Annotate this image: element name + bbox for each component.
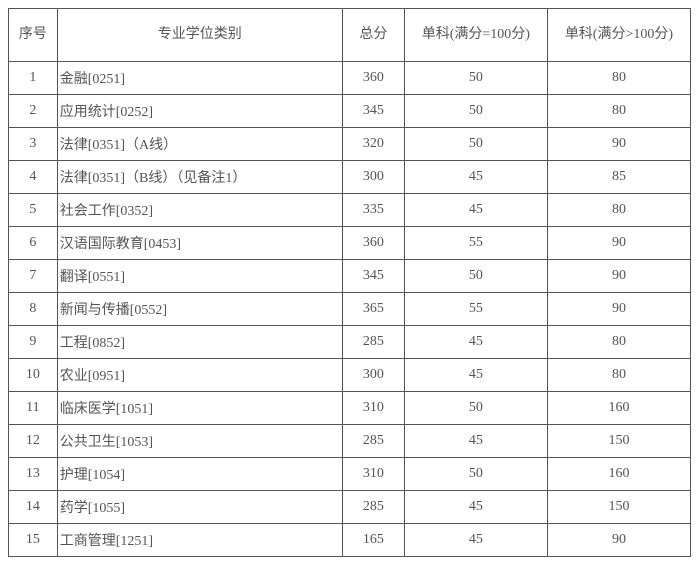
cell-s2: 90 (547, 227, 690, 260)
cell-s2: 80 (547, 62, 690, 95)
table-body: 1金融[0251]36050802应用统计[0252]34550803法律[03… (9, 62, 691, 557)
table-row: 15工商管理[1251]1654590 (9, 524, 691, 557)
cell-name: 金融[0251] (57, 62, 342, 95)
table-row: 11临床医学[1051]31050160 (9, 392, 691, 425)
cell-s1: 50 (404, 95, 547, 128)
cell-s1: 55 (404, 227, 547, 260)
cell-total: 345 (342, 95, 404, 128)
cell-idx: 1 (9, 62, 58, 95)
table-row: 8新闻与传播[0552]3655590 (9, 293, 691, 326)
cell-s1: 45 (404, 425, 547, 458)
cell-s2: 90 (547, 524, 690, 557)
cell-idx: 14 (9, 491, 58, 524)
table-row: 9工程[0852]2854580 (9, 326, 691, 359)
cell-s1: 45 (404, 359, 547, 392)
table-row: 14药学[1055]28545150 (9, 491, 691, 524)
cell-idx: 2 (9, 95, 58, 128)
cell-idx: 10 (9, 359, 58, 392)
cell-s1: 55 (404, 293, 547, 326)
cell-s2: 85 (547, 161, 690, 194)
table-row: 2应用统计[0252]3455080 (9, 95, 691, 128)
cell-s1: 45 (404, 524, 547, 557)
cell-name: 药学[1055] (57, 491, 342, 524)
cell-name: 临床医学[1051] (57, 392, 342, 425)
cell-total: 360 (342, 227, 404, 260)
cell-name: 汉语国际教育[0453] (57, 227, 342, 260)
cell-total: 335 (342, 194, 404, 227)
cell-idx: 13 (9, 458, 58, 491)
cell-s2: 80 (547, 194, 690, 227)
cell-s1: 45 (404, 194, 547, 227)
header-s1: 单科(满分=100分) (404, 9, 547, 62)
cell-total: 300 (342, 359, 404, 392)
cell-s1: 45 (404, 491, 547, 524)
cell-name: 护理[1054] (57, 458, 342, 491)
cell-s1: 45 (404, 326, 547, 359)
header-total: 总分 (342, 9, 404, 62)
cell-total: 345 (342, 260, 404, 293)
cell-name: 工商管理[1251] (57, 524, 342, 557)
cell-s2: 150 (547, 425, 690, 458)
cell-total: 320 (342, 128, 404, 161)
table-row: 7翻译[0551]3455090 (9, 260, 691, 293)
table-row: 13护理[1054]31050160 (9, 458, 691, 491)
cell-s1: 45 (404, 161, 547, 194)
table-row: 1金融[0251]3605080 (9, 62, 691, 95)
table-row: 5社会工作[0352]3354580 (9, 194, 691, 227)
cell-name: 农业[0951] (57, 359, 342, 392)
cell-s1: 50 (404, 128, 547, 161)
header-s2: 单科(满分>100分) (547, 9, 690, 62)
cell-idx: 3 (9, 128, 58, 161)
cell-idx: 11 (9, 392, 58, 425)
score-table: 序号 专业学位类别 总分 单科(满分=100分) 单科(满分>100分) 1金融… (8, 8, 691, 557)
cell-total: 310 (342, 458, 404, 491)
cell-s2: 150 (547, 491, 690, 524)
header-row: 序号 专业学位类别 总分 单科(满分=100分) 单科(满分>100分) (9, 9, 691, 62)
cell-s1: 50 (404, 260, 547, 293)
cell-idx: 9 (9, 326, 58, 359)
cell-s2: 160 (547, 458, 690, 491)
cell-idx: 4 (9, 161, 58, 194)
header-name: 专业学位类别 (57, 9, 342, 62)
cell-name: 公共卫生[1053] (57, 425, 342, 458)
table-row: 4法律[0351]（B线）（见备注1）3004585 (9, 161, 691, 194)
header-idx: 序号 (9, 9, 58, 62)
cell-s2: 80 (547, 95, 690, 128)
cell-total: 285 (342, 425, 404, 458)
cell-s2: 90 (547, 293, 690, 326)
cell-name: 法律[0351]（A线） (57, 128, 342, 161)
cell-s2: 80 (547, 326, 690, 359)
cell-name: 翻译[0551] (57, 260, 342, 293)
cell-idx: 6 (9, 227, 58, 260)
cell-total: 285 (342, 491, 404, 524)
cell-name: 社会工作[0352] (57, 194, 342, 227)
cell-idx: 8 (9, 293, 58, 326)
cell-name: 法律[0351]（B线）（见备注1） (57, 161, 342, 194)
cell-s1: 50 (404, 392, 547, 425)
cell-total: 300 (342, 161, 404, 194)
cell-idx: 12 (9, 425, 58, 458)
cell-name: 工程[0852] (57, 326, 342, 359)
cell-total: 165 (342, 524, 404, 557)
cell-total: 310 (342, 392, 404, 425)
table-row: 10农业[0951]3004580 (9, 359, 691, 392)
cell-s2: 90 (547, 260, 690, 293)
cell-name: 新闻与传播[0552] (57, 293, 342, 326)
table-row: 6汉语国际教育[0453]3605590 (9, 227, 691, 260)
cell-total: 285 (342, 326, 404, 359)
cell-idx: 7 (9, 260, 58, 293)
cell-total: 365 (342, 293, 404, 326)
cell-s2: 160 (547, 392, 690, 425)
table-row: 3法律[0351]（A线）3205090 (9, 128, 691, 161)
cell-s2: 80 (547, 359, 690, 392)
cell-idx: 15 (9, 524, 58, 557)
cell-s2: 90 (547, 128, 690, 161)
cell-idx: 5 (9, 194, 58, 227)
cell-total: 360 (342, 62, 404, 95)
cell-name: 应用统计[0252] (57, 95, 342, 128)
cell-s1: 50 (404, 458, 547, 491)
cell-s1: 50 (404, 62, 547, 95)
table-row: 12公共卫生[1053]28545150 (9, 425, 691, 458)
